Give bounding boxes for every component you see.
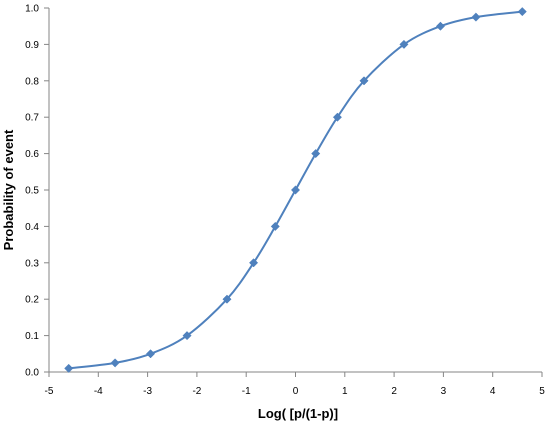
x-tick-label: -2	[192, 386, 201, 397]
data-point-marker	[359, 76, 369, 86]
x-tick-label: 1	[342, 386, 348, 397]
series-layer	[64, 7, 527, 373]
y-tick-label: 0.8	[25, 76, 39, 87]
y-axis-ticks: 0.0 0.1 0.2 0.3 0.4 0.5 0.6 0.7 0.8 0.9 1.0	[25, 4, 49, 379]
data-point-marker	[64, 363, 74, 373]
data-point-marker	[332, 112, 342, 122]
y-tick-label: 0.5	[25, 186, 39, 197]
data-point-marker	[311, 149, 321, 159]
x-tick-label: 0	[293, 386, 299, 397]
x-tick-label: -4	[94, 386, 103, 397]
y-tick-label: 0.6	[25, 149, 39, 160]
x-axis-ticks: -5 -4 -3 -2 -1 0 1 2 3 4 5	[45, 372, 545, 397]
x-axis-title: Log( [p/(1-p)]	[258, 406, 338, 421]
y-tick-label: 0.4	[25, 222, 39, 233]
data-point-marker	[471, 12, 481, 22]
data-point-marker	[270, 221, 280, 231]
x-tick-label: 3	[441, 386, 447, 397]
y-tick-label: 0.9	[25, 40, 39, 51]
y-tick-label: 0.0	[25, 368, 39, 379]
x-tick-label: -5	[45, 386, 54, 397]
data-point-marker	[517, 7, 527, 17]
y-tick-label: 0.2	[25, 295, 39, 306]
data-point-marker	[222, 294, 232, 304]
y-axis-title: Probability of event	[1, 129, 16, 250]
data-point-marker	[249, 258, 259, 268]
data-point-marker	[110, 358, 120, 368]
data-point-marker	[290, 185, 301, 195]
y-tick-label: 0.3	[25, 258, 39, 269]
data-point-marker	[146, 349, 156, 359]
data-point-marker	[182, 331, 192, 341]
x-tick-label: -3	[143, 386, 152, 397]
y-tick-label: 0.7	[25, 113, 39, 124]
data-point-marker	[399, 39, 409, 49]
x-tick-label: 2	[391, 386, 397, 397]
y-tick-label: 0.1	[25, 331, 39, 342]
x-tick-label: -1	[242, 386, 251, 397]
x-tick-label: 5	[539, 386, 545, 397]
data-point-marker	[435, 21, 445, 31]
x-tick-label: 4	[490, 386, 496, 397]
y-tick-label: 1.0	[25, 4, 39, 15]
